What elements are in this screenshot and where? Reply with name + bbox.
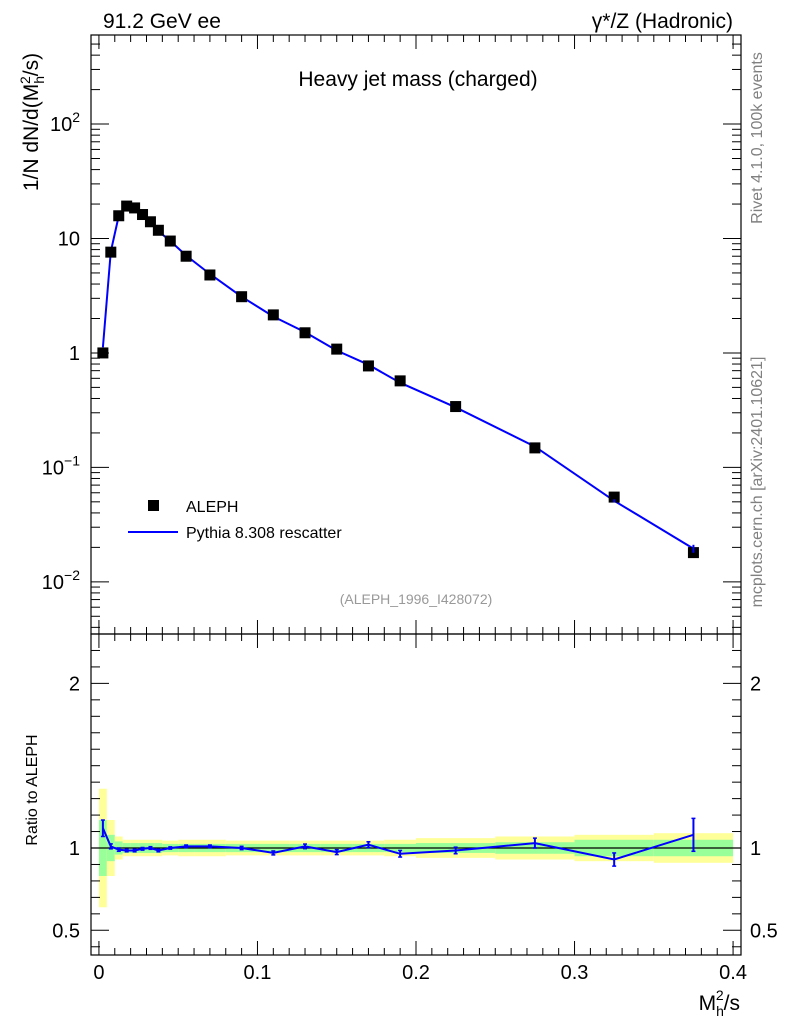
aleph-data-point xyxy=(331,343,343,355)
chart-title: Heavy jet mass (charged) xyxy=(298,68,537,91)
aleph-data-point xyxy=(144,216,156,228)
aleph-data-point xyxy=(105,246,117,258)
ratio-y-tick-label-right: 1 xyxy=(750,838,761,860)
ratio-panel-frame xyxy=(90,633,742,956)
aleph-data-point xyxy=(267,309,279,321)
aleph-data-point xyxy=(152,224,164,236)
aleph-data-point xyxy=(362,360,374,372)
aleph-data-point xyxy=(394,375,406,387)
aleph-data-point xyxy=(113,210,125,222)
x-tick-label: 0 xyxy=(93,962,104,984)
aleph-data-point xyxy=(204,269,216,281)
ratio-y-tick-label-left: 2 xyxy=(69,673,80,695)
aleph-data-point xyxy=(121,200,133,212)
aleph-data-point xyxy=(608,491,620,503)
main-y-tick-label: 10−2 xyxy=(42,567,80,594)
legend-pythia-label: Pythia 8.308 rescatter xyxy=(186,525,342,542)
main-y-axis-title: 1/N dN/d(Mh2/s) xyxy=(17,53,47,191)
x-axis-title: Mh2/s xyxy=(699,987,740,1019)
aleph-data-point xyxy=(180,250,192,262)
aleph-data-point xyxy=(129,202,141,214)
x-tick-label: 0.4 xyxy=(719,962,747,984)
legend-aleph-marker xyxy=(148,500,159,511)
process-label: γ*/Z (Hadronic) xyxy=(592,10,733,33)
x-tick-label: 0.1 xyxy=(244,962,272,984)
aleph-data-point xyxy=(529,442,541,454)
main-y-tick-label: 102 xyxy=(50,109,80,136)
aleph-data-point xyxy=(450,401,462,413)
aleph-data-point xyxy=(236,291,248,303)
main-y-tick-label: 10−1 xyxy=(42,452,80,479)
legend: ALEPH Pythia 8.308 rescatter xyxy=(128,499,342,542)
main-panel-frame xyxy=(90,34,742,635)
legend-aleph-label: ALEPH xyxy=(186,499,238,516)
ratio-y-axis-title: Ratio to ALEPH xyxy=(24,734,41,845)
main-y-tick-label: 10 xyxy=(58,228,80,250)
ratio-y-tick-label-right: 2 xyxy=(750,673,761,695)
aleph-data-point xyxy=(299,327,311,339)
ratio-y-tick-label-left: 0.5 xyxy=(52,920,80,942)
source-label: mcplots.cern.ch [arXiv:2401.10621] xyxy=(749,357,766,608)
rivet-version-label: Rivet 4.1.0, 100k events xyxy=(749,52,766,224)
x-tick-label: 0.2 xyxy=(402,962,430,984)
ratio-y-tick-label-left: 1 xyxy=(69,838,80,860)
x-tick-label: 0.3 xyxy=(561,962,589,984)
ratio-y-tick-label-right: 0.5 xyxy=(750,920,778,942)
aleph-data-point xyxy=(137,209,149,221)
main-y-tick-label: 1 xyxy=(69,343,80,365)
analysis-watermark: (ALEPH_1996_I428072) xyxy=(340,591,493,607)
energy-label: 91.2 GeV ee xyxy=(103,10,221,33)
aleph-data-point xyxy=(164,235,176,247)
